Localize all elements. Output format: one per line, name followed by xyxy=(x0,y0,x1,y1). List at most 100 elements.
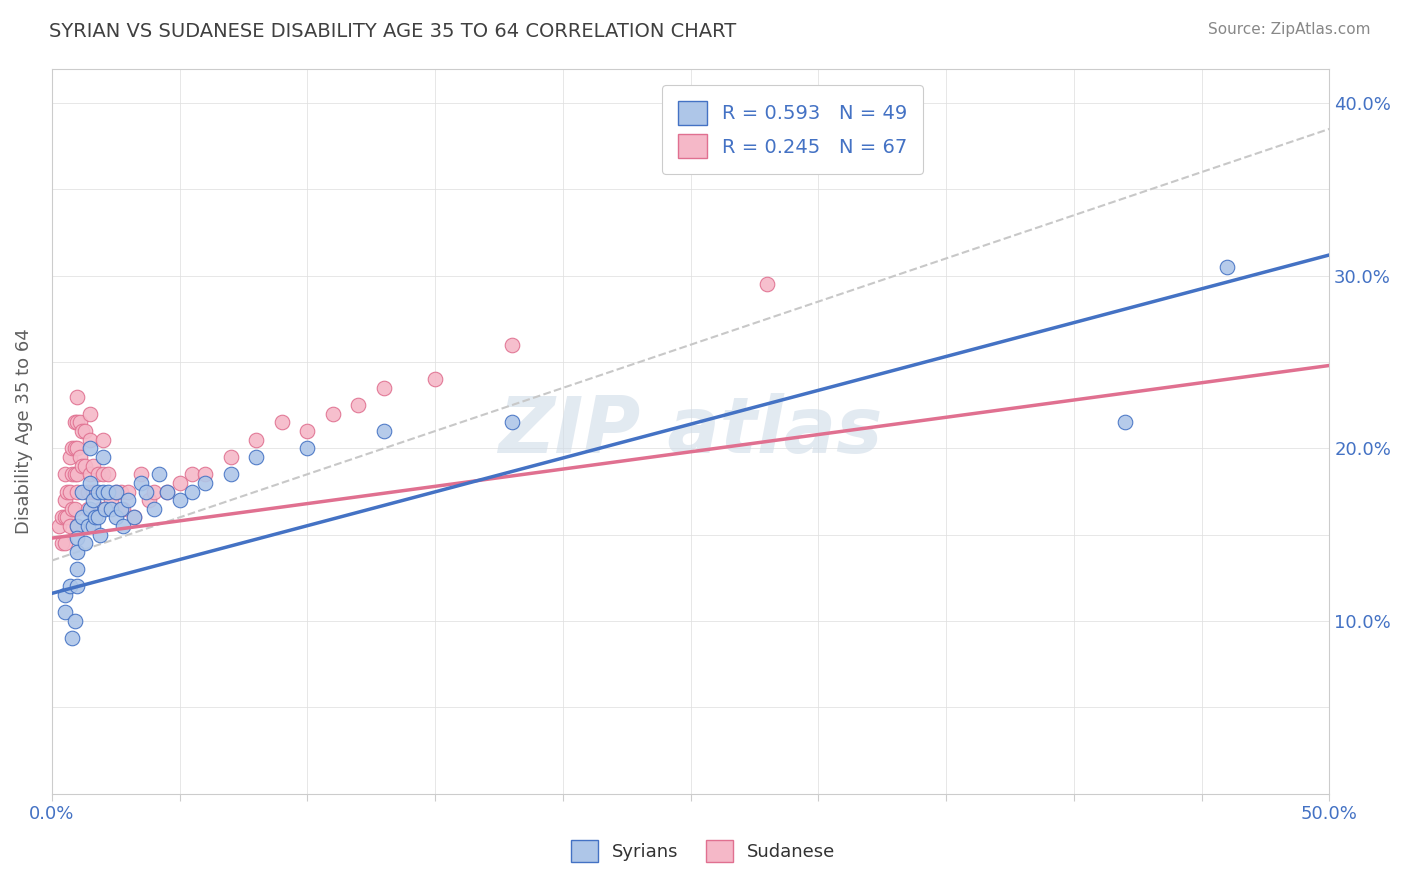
Point xyxy=(66,579,89,593)
Point xyxy=(66,562,89,576)
Legend: R = 0.593   N = 49, R = 0.245   N = 67: R = 0.593 N = 49, R = 0.245 N = 67 xyxy=(662,86,924,174)
Point xyxy=(122,510,145,524)
Point xyxy=(63,614,86,628)
Point xyxy=(112,519,135,533)
Point xyxy=(73,458,96,473)
Point xyxy=(87,467,110,482)
Point xyxy=(63,416,86,430)
Point xyxy=(73,424,96,438)
Point xyxy=(66,545,89,559)
Point xyxy=(79,475,101,490)
Point xyxy=(87,484,110,499)
Point xyxy=(87,510,110,524)
Point xyxy=(82,519,104,533)
Point xyxy=(63,467,86,482)
Point xyxy=(135,484,157,499)
Point xyxy=(59,450,82,464)
Point xyxy=(138,493,160,508)
Point xyxy=(60,501,83,516)
Point xyxy=(53,467,76,482)
Point xyxy=(219,450,242,464)
Point xyxy=(76,519,98,533)
Point xyxy=(104,510,127,524)
Point xyxy=(60,442,83,456)
Point xyxy=(194,475,217,490)
Point xyxy=(84,510,107,524)
Point xyxy=(117,493,139,508)
Point xyxy=(129,475,152,490)
Point xyxy=(169,493,191,508)
Point xyxy=(97,484,120,499)
Point xyxy=(82,493,104,508)
Point xyxy=(194,467,217,482)
Point xyxy=(156,484,179,499)
Point xyxy=(60,467,83,482)
Point xyxy=(112,501,135,516)
Point xyxy=(69,416,91,430)
Point xyxy=(72,484,94,499)
Point xyxy=(89,501,111,516)
Point xyxy=(76,501,98,516)
Point xyxy=(82,458,104,473)
Legend: Syrians, Sudanese: Syrians, Sudanese xyxy=(564,833,842,870)
Point xyxy=(501,416,523,430)
Point xyxy=(73,536,96,550)
Point xyxy=(72,510,94,524)
Point xyxy=(756,277,779,292)
Point xyxy=(91,467,114,482)
Point xyxy=(79,467,101,482)
Point xyxy=(72,458,94,473)
Point xyxy=(60,632,83,646)
Point xyxy=(181,484,204,499)
Point xyxy=(122,510,145,524)
Point xyxy=(53,510,76,524)
Point xyxy=(66,442,89,456)
Point xyxy=(84,484,107,499)
Point xyxy=(63,501,86,516)
Point xyxy=(100,501,122,516)
Point xyxy=(59,484,82,499)
Point xyxy=(169,475,191,490)
Point xyxy=(1114,416,1136,430)
Point xyxy=(181,467,204,482)
Text: ZIP atlas: ZIP atlas xyxy=(498,393,883,469)
Point xyxy=(142,501,165,516)
Point xyxy=(53,536,76,550)
Point xyxy=(297,442,319,456)
Point xyxy=(79,407,101,421)
Point xyxy=(110,501,132,516)
Point xyxy=(53,606,76,620)
Point xyxy=(373,424,395,438)
Point xyxy=(53,493,76,508)
Y-axis label: Disability Age 35 to 64: Disability Age 35 to 64 xyxy=(15,328,32,534)
Point xyxy=(69,450,91,464)
Point xyxy=(104,484,127,499)
Text: SYRIAN VS SUDANESE DISABILITY AGE 35 TO 64 CORRELATION CHART: SYRIAN VS SUDANESE DISABILITY AGE 35 TO … xyxy=(49,22,737,41)
Point xyxy=(51,510,73,524)
Point xyxy=(245,450,267,464)
Point xyxy=(373,381,395,395)
Point xyxy=(79,442,101,456)
Point xyxy=(270,416,292,430)
Point xyxy=(117,484,139,499)
Point xyxy=(110,484,132,499)
Point xyxy=(245,433,267,447)
Point xyxy=(48,519,70,533)
Point xyxy=(66,467,89,482)
Point xyxy=(82,484,104,499)
Point xyxy=(91,433,114,447)
Point xyxy=(91,450,114,464)
Point xyxy=(63,442,86,456)
Point xyxy=(322,407,344,421)
Point xyxy=(501,338,523,352)
Point xyxy=(423,372,446,386)
Point xyxy=(297,424,319,438)
Point xyxy=(89,527,111,541)
Point xyxy=(56,510,79,524)
Point xyxy=(129,467,152,482)
Point xyxy=(79,501,101,516)
Point xyxy=(66,484,89,499)
Point xyxy=(66,416,89,430)
Point xyxy=(347,398,370,412)
Point xyxy=(91,484,114,499)
